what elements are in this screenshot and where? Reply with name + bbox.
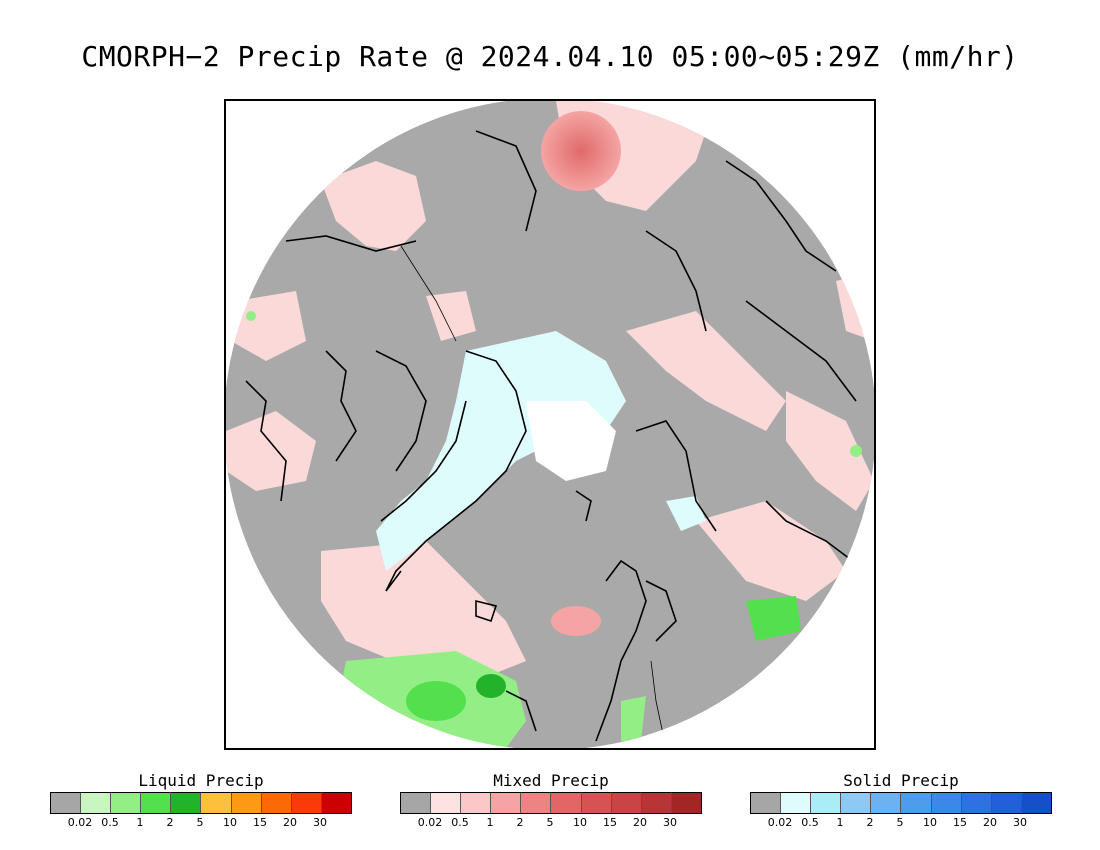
legend-tick: 0.5: [801, 816, 819, 829]
legend-swatch: [781, 793, 812, 813]
legend-swatch: [811, 793, 842, 813]
map-frame: [224, 99, 876, 750]
legend-swatch: [431, 793, 462, 813]
legend-swatch: [901, 793, 932, 813]
legend-tick: 0.02: [767, 816, 793, 829]
map-title: CMORPH−2 Precip Rate @ 2024.04.10 05:00~…: [81, 40, 1019, 73]
legend-tick: 0.02: [67, 816, 93, 829]
legend-swatch: [111, 793, 142, 813]
legend-tick: 20: [283, 816, 297, 829]
legend-swatch: [461, 793, 492, 813]
legend-swatch: [931, 793, 962, 813]
legend-tick: 15: [603, 816, 617, 829]
legend-tick: 2: [516, 816, 524, 829]
legend-mixed: Mixed Precip 0.02 0.5 1 2 5 10 15 20 30: [400, 770, 702, 830]
legend-tick: 30: [663, 816, 677, 829]
legend-tick: 1: [486, 816, 494, 829]
legend-tick: 20: [633, 816, 647, 829]
legend-tick: 1: [836, 816, 844, 829]
legend-title: Liquid Precip: [138, 771, 264, 790]
legend-tick: 0.5: [451, 816, 469, 829]
legend-tick: 5: [196, 816, 204, 829]
legend-swatch: [581, 793, 612, 813]
legend-colorbar: [400, 792, 702, 814]
legend-tick-labels: 0.02 0.5 1 2 5 10 15 20 30: [750, 814, 1052, 830]
legend-swatch: [491, 793, 522, 813]
legend-swatch: [1021, 793, 1051, 813]
legend-swatch: [171, 793, 202, 813]
legend-tick: 0.5: [101, 816, 119, 829]
legend-tick: 10: [923, 816, 937, 829]
legend-swatch: [871, 793, 902, 813]
legend-swatch: [841, 793, 872, 813]
polar-precip-map: [226, 101, 874, 748]
mixed-precip-cell-scandinavia: [551, 606, 601, 636]
legend-tick: 20: [983, 816, 997, 829]
legend-title: Solid Precip: [843, 771, 959, 790]
legend-tick-labels: 0.02 0.5 1 2 5 10 15 20 30: [400, 814, 702, 830]
legend-tick: 5: [546, 816, 554, 829]
legend-tick: 10: [573, 816, 587, 829]
legend-swatch: [401, 793, 432, 813]
legend-swatch: [51, 793, 82, 813]
legend-title: Mixed Precip: [493, 771, 609, 790]
legend-swatch: [641, 793, 672, 813]
solid-precip-light: [376, 331, 706, 571]
legend-swatch: [751, 793, 782, 813]
mixed-precip-heavy-cell: [541, 111, 621, 191]
legend-solid: Solid Precip 0.02 0.5 1 2 5 10 15 20 30: [750, 770, 1052, 830]
map-disk: [226, 101, 874, 748]
legend-tick: 10: [223, 816, 237, 829]
legend-swatch: [141, 793, 172, 813]
legend-swatch: [611, 793, 642, 813]
coastlines: [245, 130, 867, 742]
legend-colorbar: [750, 792, 1052, 814]
legend-swatch: [321, 793, 351, 813]
legend-tick: 15: [253, 816, 267, 829]
legend-swatch: [671, 793, 701, 813]
legend-swatch: [261, 793, 292, 813]
legend-tick: 1: [136, 816, 144, 829]
legend-tick: 30: [1013, 816, 1027, 829]
legend-tick: 15: [953, 816, 967, 829]
legend-tick: 0.02: [417, 816, 443, 829]
mixed-precip-light: [226, 101, 874, 681]
legend-swatch: [521, 793, 552, 813]
legend-tick: 2: [166, 816, 174, 829]
legend-swatch: [961, 793, 992, 813]
legend-swatch: [291, 793, 322, 813]
legend-tick-labels: 0.02 0.5 1 2 5 10 15 20 30: [50, 814, 352, 830]
legend-swatch: [81, 793, 112, 813]
legend-swatch: [991, 793, 1022, 813]
legend-liquid: Liquid Precip 0.02 0.5 1 2 5 10 15 20 30: [50, 770, 352, 830]
legend-colorbar: [50, 792, 352, 814]
legend-swatch: [551, 793, 582, 813]
legend-tick: 5: [896, 816, 904, 829]
legend-tick: 2: [866, 816, 874, 829]
legend-tick: 30: [313, 816, 327, 829]
legend-swatch: [231, 793, 262, 813]
legend-swatch: [201, 793, 232, 813]
